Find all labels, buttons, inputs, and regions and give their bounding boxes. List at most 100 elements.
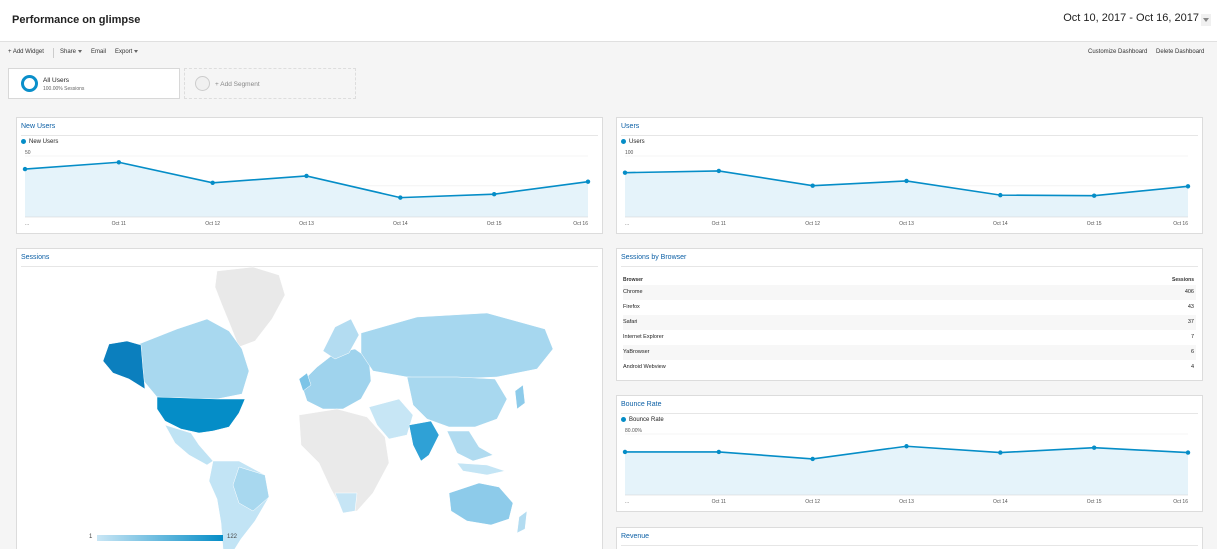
map-region-africa[interactable] — [298, 408, 390, 512]
map-region-southeast-asia[interactable] — [446, 430, 494, 462]
data-point[interactable] — [716, 449, 722, 455]
map-region-brazil[interactable] — [232, 466, 270, 512]
map-region-canada[interactable] — [134, 318, 250, 400]
x-tick-label: Oct 15 — [487, 221, 502, 227]
date-range-picker[interactable]: Oct 10, 2017 - Oct 16, 2017 — [1063, 12, 1199, 24]
widget-title[interactable]: Revenue — [621, 533, 650, 540]
area-fill — [625, 446, 1188, 495]
table-row: Internet Explorer 7 — [623, 330, 1196, 345]
widget-bounce-rate: Bounce Rate Bounce Rate 80.00%40.00%...O… — [616, 395, 1203, 512]
data-point[interactable] — [998, 192, 1003, 198]
map-region-australia[interactable] — [448, 482, 514, 526]
x-tick-label: Oct 16 — [1173, 221, 1188, 227]
x-tick-label: Oct 12 — [805, 499, 820, 505]
data-point[interactable] — [1185, 184, 1191, 189]
x-tick-label: Oct 13 — [899, 499, 914, 505]
map-region-europe[interactable] — [300, 348, 372, 410]
map-region-middle-east[interactable] — [368, 398, 414, 440]
map-region-indonesia[interactable] — [456, 462, 506, 476]
map-region-alaska[interactable] — [102, 340, 146, 390]
data-point[interactable] — [904, 444, 909, 449]
data-point[interactable] — [716, 168, 722, 174]
session-count: 6 — [1190, 349, 1194, 355]
map-region-south-africa[interactable] — [334, 492, 358, 514]
delete-dashboard-button[interactable]: Delete Dashboard — [1156, 49, 1205, 55]
data-point[interactable] — [585, 179, 591, 184]
email-button[interactable]: Email — [91, 49, 107, 55]
add-widget-button[interactable]: + Add Widget — [8, 49, 44, 55]
column-header-browser[interactable]: Browser — [623, 277, 644, 283]
column-header-sessions[interactable]: Sessions — [1172, 277, 1194, 283]
data-point[interactable] — [304, 173, 309, 179]
session-count: 7 — [1190, 334, 1194, 340]
data-point[interactable] — [1091, 445, 1097, 450]
chevron-down-icon — [78, 49, 83, 53]
map-region-scandinavia[interactable] — [322, 318, 360, 360]
browser-name[interactable]: YaBrowser — [623, 349, 650, 355]
widget-divider — [621, 266, 1198, 267]
table-row: Android Webview 4 — [623, 360, 1196, 375]
share-button[interactable]: Share — [60, 49, 83, 55]
segment-placeholder-icon — [195, 76, 210, 91]
data-point[interactable] — [622, 170, 628, 175]
widget-title[interactable]: Users — [621, 123, 640, 130]
data-point[interactable] — [1185, 450, 1191, 455]
y-tick-label: 50 — [25, 150, 31, 156]
map-legend-min: 1 — [89, 534, 93, 540]
chart-legend: Users — [621, 139, 645, 145]
add-segment-button[interactable]: + Add Segment — [184, 68, 356, 99]
map-region-india[interactable] — [408, 420, 440, 462]
data-point[interactable] — [810, 183, 815, 188]
map-region-central-america[interactable] — [164, 424, 214, 466]
x-tick-label: Oct 11 — [112, 221, 127, 227]
widget-title[interactable]: Sessions by Browser — [621, 254, 687, 261]
browser-name[interactable]: Chrome — [623, 289, 643, 295]
chart-legend: New Users — [21, 139, 58, 145]
map-region-asia[interactable] — [406, 376, 508, 428]
map-region-japan[interactable] — [514, 384, 526, 410]
chevron-down-icon — [134, 49, 139, 53]
segment-all-users[interactable]: All Users 100.00% Sessions — [8, 68, 180, 99]
map-region-greenland[interactable] — [214, 266, 286, 348]
map-region-usa[interactable] — [156, 396, 246, 434]
data-point[interactable] — [210, 180, 215, 185]
browser-name[interactable]: Safari — [623, 319, 638, 325]
widget-divider — [21, 135, 598, 136]
data-point[interactable] — [491, 191, 497, 197]
world-map[interactable] — [17, 249, 603, 549]
export-button[interactable]: Export — [115, 49, 139, 55]
widget-title[interactable]: Bounce Rate — [621, 401, 662, 408]
chevron-down-icon[interactable] — [1201, 14, 1211, 26]
browser-name[interactable]: Firefox — [623, 304, 640, 310]
customize-dashboard-button[interactable]: Customize Dashboard — [1088, 49, 1148, 55]
data-point[interactable] — [1091, 193, 1097, 198]
widget-title[interactable]: New Users — [21, 123, 56, 130]
data-point[interactable] — [998, 450, 1003, 455]
table-row: Chrome 406 — [623, 285, 1196, 300]
map-region-russia[interactable] — [360, 312, 554, 380]
browser-name[interactable]: Internet Explorer — [623, 334, 664, 340]
map-color-scale — [97, 535, 223, 541]
widget-divider — [621, 413, 1198, 414]
data-point[interactable] — [116, 160, 122, 165]
widget-title[interactable]: Sessions — [21, 254, 50, 261]
data-point[interactable] — [22, 166, 28, 172]
x-tick-label: ... — [625, 499, 629, 505]
map-region-new-zealand[interactable] — [516, 510, 528, 534]
table-row: Safari 37 — [623, 315, 1196, 330]
legend-label: New Users — [29, 139, 59, 146]
table-header: Browser Sessions — [623, 273, 1196, 287]
browser-name[interactable]: Android Webview — [623, 364, 666, 370]
y-tick-label: 100 — [625, 150, 634, 156]
export-label: Export — [115, 49, 133, 55]
data-point[interactable] — [810, 456, 815, 462]
data-point[interactable] — [622, 449, 628, 455]
data-point[interactable] — [398, 195, 403, 200]
table-row: Firefox 43 — [623, 300, 1196, 315]
data-point[interactable] — [904, 178, 909, 184]
session-count: 4 — [1190, 364, 1194, 370]
legend-label: Bounce Rate — [629, 417, 664, 424]
map-region-uk[interactable] — [298, 372, 312, 392]
